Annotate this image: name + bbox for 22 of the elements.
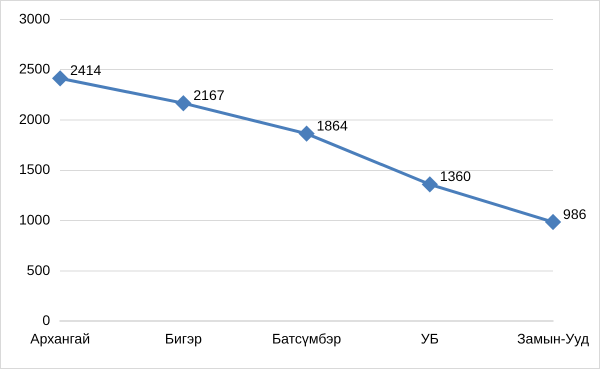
point (176, 96, 191, 111)
y-tick-label: 3000 (18, 10, 50, 26)
data-label: 986 (563, 206, 587, 222)
point (422, 176, 438, 192)
point (299, 126, 314, 142)
x-tick-label: Архангай (30, 330, 90, 346)
data-label: 2414 (70, 62, 102, 78)
point (52, 70, 68, 86)
data-label: 1360 (440, 168, 472, 184)
y-tick-label: 1500 (18, 161, 50, 178)
x-tick-label: Замын-Ууд (517, 330, 589, 346)
x-tick-label: Батсүмбэр (272, 330, 342, 346)
point (546, 214, 561, 230)
x-tick-label: Бигэр (164, 330, 202, 346)
data-label: 2167 (193, 87, 225, 104)
y-tick-label: 2500 (18, 60, 50, 77)
y-tick-label: 0 (42, 312, 50, 328)
x-tick-label: УБ (420, 330, 439, 346)
y-tick-label: 500 (26, 262, 50, 278)
y-tick-label: 2000 (18, 110, 50, 127)
data-label: 1864 (316, 118, 348, 134)
y-tick-label: 1000 (18, 211, 50, 228)
